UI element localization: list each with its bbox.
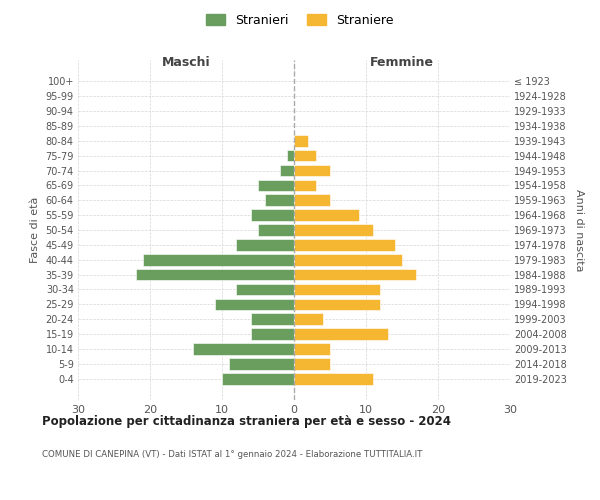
Bar [294, 358, 330, 370]
Bar [280, 164, 294, 176]
Bar [294, 164, 330, 176]
Bar [294, 269, 416, 280]
Bar [294, 343, 330, 355]
Text: Femmine: Femmine [370, 56, 434, 70]
Bar [294, 210, 359, 221]
Text: Popolazione per cittadinanza straniera per età e sesso - 2024: Popolazione per cittadinanza straniera p… [42, 415, 451, 428]
Bar [294, 224, 373, 236]
Bar [294, 150, 316, 162]
Bar [236, 239, 294, 250]
Text: COMUNE DI CANEPINA (VT) - Dati ISTAT al 1° gennaio 2024 - Elaborazione TUTTITALI: COMUNE DI CANEPINA (VT) - Dati ISTAT al … [42, 450, 422, 459]
Y-axis label: Fasce di età: Fasce di età [30, 197, 40, 263]
Y-axis label: Anni di nascita: Anni di nascita [574, 188, 584, 271]
Bar [229, 358, 294, 370]
Bar [251, 314, 294, 325]
Bar [222, 373, 294, 384]
Bar [251, 210, 294, 221]
Bar [236, 284, 294, 296]
Legend: Stranieri, Straniere: Stranieri, Straniere [202, 8, 398, 32]
Bar [294, 135, 308, 146]
Bar [294, 239, 395, 250]
Bar [193, 343, 294, 355]
Bar [215, 298, 294, 310]
Bar [258, 224, 294, 236]
Bar [258, 180, 294, 191]
Bar [136, 269, 294, 280]
Bar [294, 373, 373, 384]
Bar [265, 194, 294, 206]
Bar [294, 194, 330, 206]
Bar [294, 314, 323, 325]
Bar [251, 328, 294, 340]
Bar [294, 298, 380, 310]
Bar [294, 328, 388, 340]
Bar [294, 284, 380, 296]
Bar [143, 254, 294, 266]
Bar [287, 150, 294, 162]
Bar [294, 254, 402, 266]
Bar [294, 180, 316, 191]
Text: Maschi: Maschi [161, 56, 211, 70]
